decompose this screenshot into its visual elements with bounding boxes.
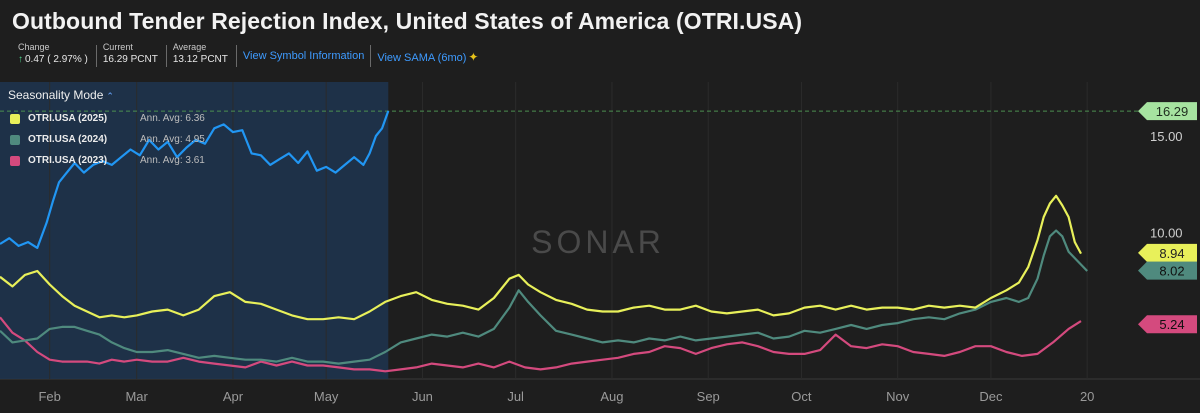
divider — [165, 45, 167, 67]
legend-series-name: OTRI.USA (2023) — [28, 155, 108, 166]
x-tick-label: Apr — [223, 389, 244, 404]
legend-item-2024[interactable]: OTRI.USA (2024) Ann. Avg: 4.95 — [10, 129, 205, 150]
chevron-up-icon: ⌃ — [106, 91, 114, 101]
legend-item-2025[interactable]: OTRI.USA (2025) Ann. Avg: 6.36 — [10, 108, 205, 129]
legend-swatch — [10, 134, 20, 145]
x-tick-label: Feb — [38, 389, 60, 404]
series-line-otri-usa-2023 — [0, 316, 1082, 373]
value-label-bg — [1138, 261, 1197, 280]
stat-average: Average 13.12 PCNT — [167, 42, 236, 67]
stat-current: Current 16.29 PCNT — [97, 42, 166, 67]
seasonality-mode-toggle[interactable]: Seasonality Mode ⌃ — [8, 88, 114, 102]
x-tick-label: Mar — [125, 389, 148, 404]
view-sama-link[interactable]: View SAMA (6mo) ✦ — [371, 42, 484, 64]
x-tick-label: Jun — [412, 389, 433, 404]
value-label-bg — [1138, 315, 1197, 334]
value-label-badge: 8.94 — [1138, 243, 1197, 262]
change-label: Change — [18, 42, 50, 52]
legend-series-name: OTRI.USA (2025) — [28, 113, 108, 124]
value-label-text: 8.02 — [1159, 264, 1184, 279]
page-title: Outbound Tender Rejection Index, United … — [12, 8, 803, 34]
average-label: Average — [172, 42, 207, 52]
value-label-badge: 8.02 — [1138, 261, 1197, 280]
value-label-text: 8.94 — [1159, 246, 1184, 261]
legend: OTRI.USA (2025) Ann. Avg: 6.36 OTRI.USA … — [10, 108, 205, 171]
value-label-badge: 16.29 — [1138, 102, 1197, 121]
value-label-text: 16.29 — [1156, 104, 1189, 119]
x-tick-label: Oct — [791, 389, 812, 404]
x-tick-label: Nov — [886, 389, 910, 404]
y-tick-label: 15.00 — [1150, 129, 1183, 144]
change-value: 0.47 ( 2.97% ) — [25, 54, 88, 65]
series-line-otri-usa-2025 — [0, 194, 1082, 321]
view-symbol-info-link[interactable]: View Symbol Information — [242, 50, 365, 62]
stats-bar: Change ↑ 0.47 ( 2.97% ) Current 16.29 PCN… — [12, 42, 484, 70]
x-tick-label: May — [314, 389, 339, 404]
y-tick-label: 10.00 — [1150, 225, 1183, 240]
chart-plot: SONAR Feb Mar Apr May Jun Jul Aug Sep Oct Nov Dec 2… — [0, 82, 1200, 404]
current-label: Current — [102, 42, 133, 52]
view-sama-label: View SAMA (6mo) — [377, 52, 467, 64]
stat-change: Change ↑ 0.47 ( 2.97% ) — [12, 42, 96, 67]
divider — [95, 45, 97, 67]
sonar-watermark: SONAR — [531, 224, 665, 260]
value-label-bg — [1138, 243, 1197, 262]
x-tick-label: Jul — [507, 389, 524, 404]
value-label-bg — [1138, 102, 1197, 121]
x-tick-label: Aug — [600, 389, 623, 404]
value-label-badge: 5.24 — [1138, 315, 1197, 334]
average-value: 13.12 PCNT — [172, 54, 228, 65]
legend-series-name: OTRI.USA (2024) — [28, 134, 108, 145]
legend-series-avg: Ann. Avg: 3.61 — [140, 155, 205, 166]
series-line-2025-current — [0, 110, 390, 249]
arrow-up-icon: ↑ — [18, 54, 23, 65]
sama-icon: ✦ — [468, 50, 479, 64]
current-value: 16.29 PCNT — [102, 54, 158, 65]
legend-swatch — [10, 113, 20, 124]
value-label-text: 5.24 — [1159, 317, 1184, 332]
legend-series-avg: Ann. Avg: 4.95 — [140, 134, 205, 145]
legend-series-avg: Ann. Avg: 6.36 — [140, 113, 205, 124]
x-tick-label: Sep — [697, 389, 720, 404]
legend-swatch — [10, 155, 20, 166]
divider — [370, 45, 372, 67]
x-tick-label: 20 — [1080, 389, 1094, 404]
series-line-otri-usa-2024 — [0, 229, 1088, 365]
x-tick-label: Dec — [979, 389, 1003, 404]
seasonality-label: Seasonality Mode — [8, 88, 104, 102]
legend-item-2023[interactable]: OTRI.USA (2023) Ann. Avg: 3.61 — [10, 150, 205, 171]
current-period-region — [0, 82, 389, 379]
divider — [235, 45, 237, 67]
